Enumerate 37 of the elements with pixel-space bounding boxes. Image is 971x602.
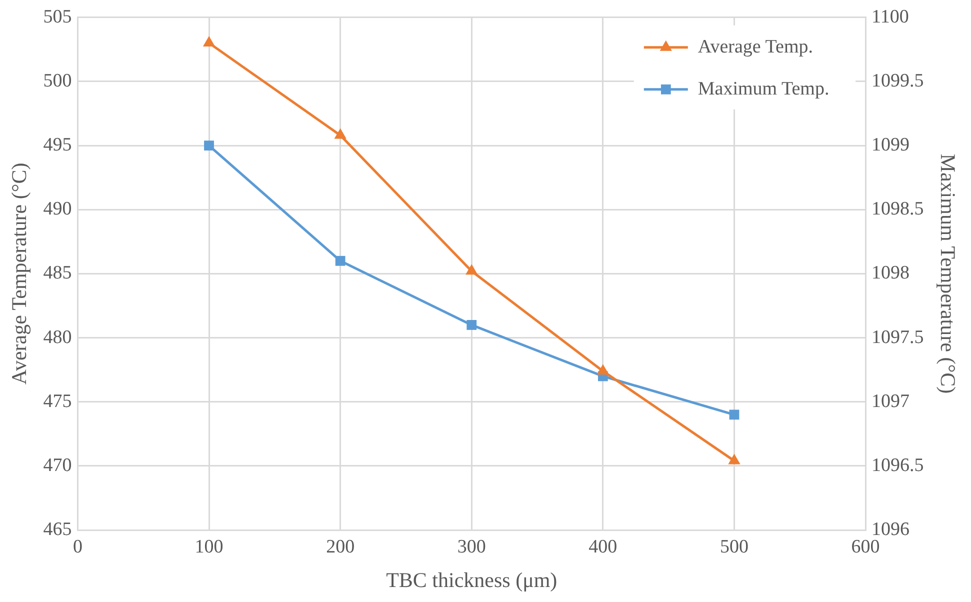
- x-axis-title: TBC thickness (μm): [386, 568, 558, 592]
- point: [596, 364, 609, 375]
- point: [204, 140, 214, 150]
- y2-tick-label: 1099: [872, 134, 910, 156]
- x-tick-label: 300: [457, 536, 486, 558]
- x-tick-label: 0: [72, 536, 82, 558]
- y2-axis-title: Maximum Temperature (°C): [936, 154, 960, 394]
- y-tick-label: 485: [43, 262, 72, 284]
- x-tick-label: 500: [720, 536, 748, 558]
- y2-tick-label: 1097: [872, 390, 910, 412]
- y2-tick-label: 1098.5: [872, 198, 924, 220]
- y2-tick-label: 1096.5: [872, 454, 924, 476]
- y-axis-title: Average Temperature (°C): [7, 162, 32, 385]
- point: [335, 256, 346, 266]
- x-tick-label: 100: [194, 536, 224, 558]
- x-tick-label: 400: [588, 536, 618, 558]
- point: [202, 36, 216, 47]
- y-tick-label: 505: [43, 6, 72, 28]
- x-tick-label: 200: [326, 536, 355, 558]
- legend-label: Maximum Temp.: [698, 78, 830, 100]
- y2-tick-label: 1098: [872, 262, 910, 284]
- legend-label: Average Temp.: [698, 36, 813, 58]
- y-tick-label: 500: [43, 70, 72, 92]
- point: [334, 128, 346, 139]
- y2-tick-label: 1100: [872, 6, 909, 28]
- y-tick-label: 480: [43, 326, 72, 348]
- y-tick-label: 475: [43, 390, 72, 412]
- point: [466, 320, 477, 330]
- point: [466, 264, 478, 275]
- y-tick-label: 495: [43, 134, 72, 156]
- y2-tick-label: 1097.5: [872, 326, 924, 348]
- y2-tick-label: 1099.5: [872, 70, 924, 92]
- point: [728, 454, 740, 464]
- y-tick-label: 465: [43, 518, 72, 540]
- y-tick-label: 470: [43, 454, 72, 476]
- y-tick-label: 490: [43, 198, 72, 220]
- point: [729, 410, 740, 420]
